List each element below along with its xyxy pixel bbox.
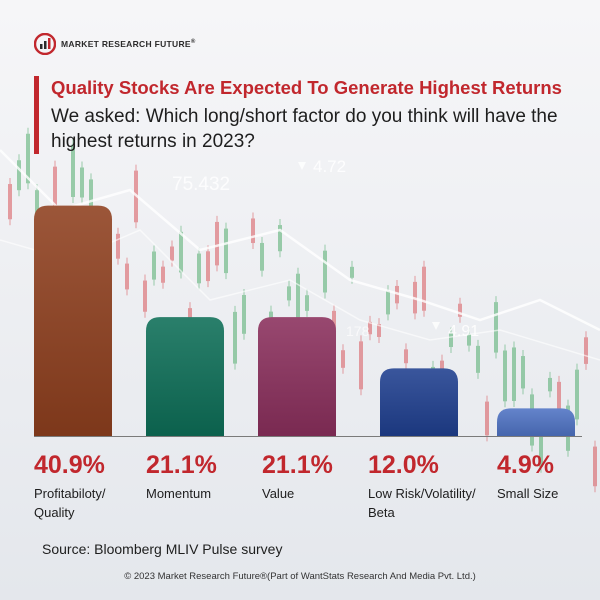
logo-text: MARKET RESEARCH FUTURE® [61, 39, 196, 49]
data-label-2: 21.1% [262, 451, 333, 479]
category-label-0: Profitabiloty/ Quality [34, 486, 106, 520]
bar-shade-4 [497, 408, 575, 436]
data-label-0: 40.9% [34, 451, 105, 479]
source-note: Source: Bloomberg MLIV Pulse survey [42, 541, 283, 557]
category-label-3: Low Risk/Volatility/ Beta [368, 486, 476, 520]
footer-copyright: © 2023 Market Research Future®(Part of W… [124, 571, 476, 582]
bar-shade-2 [258, 317, 336, 436]
baseline-divider [34, 436, 582, 437]
data-label-4: 4.9% [497, 451, 554, 479]
page-subtitle: We asked: Which long/short factor do you… [51, 106, 558, 152]
bar-shade-1 [146, 317, 224, 436]
category-label-4: Small Size [497, 486, 559, 501]
category-label-2: Value [262, 486, 295, 501]
category-label-1: Momentum [146, 486, 212, 501]
background-number: 178 [346, 323, 370, 339]
background-number: 4.72 [313, 157, 346, 176]
background-number: 75.432 [172, 174, 230, 195]
background-number: 4.91 [448, 323, 479, 340]
bar-shade-0 [34, 205, 112, 436]
page-title: Quality Stocks Are Expected To Generate … [51, 77, 562, 98]
bar-shade-3 [380, 368, 458, 436]
data-label-3: 12.0% [368, 451, 439, 479]
header: Quality Stocks Are Expected To Generate … [34, 76, 600, 154]
logo-mark-icon [34, 33, 56, 55]
brand-logo: MARKET RESEARCH FUTURE® [34, 33, 196, 55]
data-label-1: 21.1% [146, 451, 217, 479]
